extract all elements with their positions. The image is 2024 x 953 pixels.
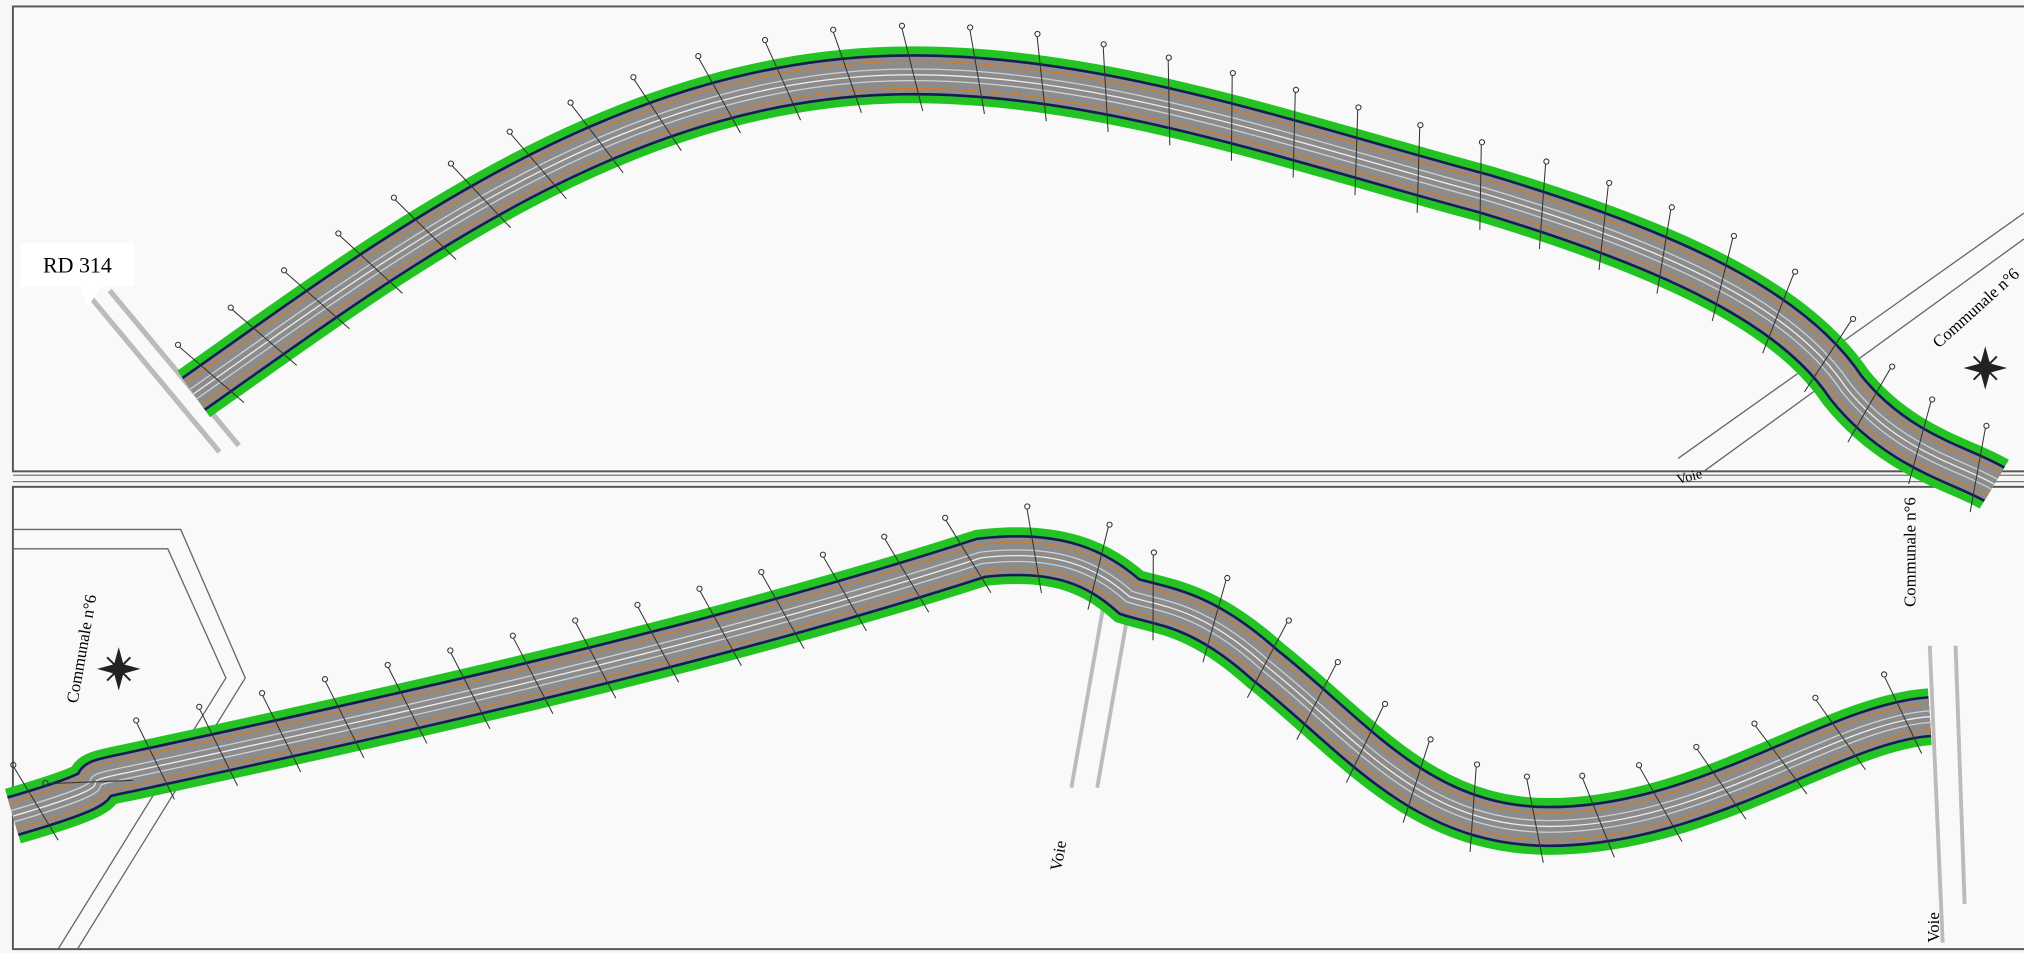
road-label: RD 314 <box>43 252 112 277</box>
road-label: Communale n°6 <box>1901 497 1920 607</box>
page: RD 314 Communale n°6 Communale n°6 Commu… <box>0 0 2024 953</box>
road-plan: RD 314 Communale n°6 Communale n°6 Commu… <box>0 0 2024 953</box>
road-label: Voie <box>1924 912 1943 942</box>
